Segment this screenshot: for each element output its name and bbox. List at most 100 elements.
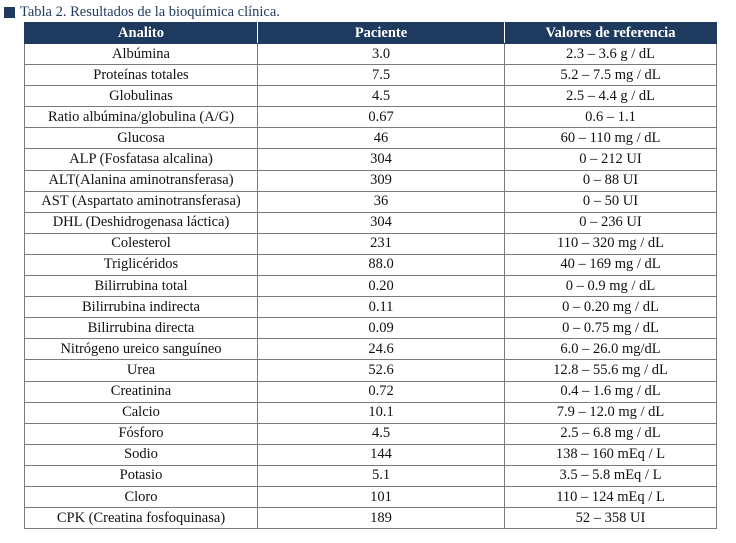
- cell-paciente: 4.5: [257, 85, 505, 108]
- cell-paciente: 36: [257, 190, 505, 213]
- cell-referencia: 110 – 320 mg / dL: [504, 232, 717, 255]
- cell-paciente: 24.6: [257, 338, 505, 361]
- table-row: Bilirrubina directa 0.09 0 – 0.75 mg / dL: [24, 317, 717, 340]
- cell-referencia: 2.3 – 3.6 g / dL: [504, 42, 717, 66]
- cell-analito: Potasio: [24, 464, 258, 487]
- table-row: Triglicéridos 88.0 40 – 169 mg / dL: [24, 253, 717, 277]
- cell-paciente: 309: [257, 169, 505, 192]
- cell-referencia: 3.5 – 5.8 mEq / L: [504, 464, 717, 487]
- header-paciente: Paciente: [257, 22, 505, 44]
- cell-paciente: 101: [257, 485, 505, 509]
- cell-referencia: 0 – 88 UI: [504, 169, 717, 192]
- table-header: Analito Paciente Valores de referencia: [24, 22, 717, 44]
- cell-analito: Bilirrubina total: [24, 275, 258, 298]
- table-row: Proteínas totales 7.5 5.2 – 7.5 mg / dL: [24, 64, 717, 87]
- cell-paciente: 0.72: [257, 380, 505, 403]
- cell-analito: DHL (Deshidrogenasa láctica): [24, 211, 258, 234]
- table-row: Cloro 101 110 – 124 mEq / L: [24, 485, 717, 509]
- cell-referencia: 6.0 – 26.0 mg/dL: [504, 338, 717, 361]
- cell-referencia: 7.9 – 12.0 mg / dL: [504, 401, 717, 424]
- cell-paciente: 144: [257, 443, 505, 466]
- cell-paciente: 10.1: [257, 401, 505, 424]
- table-caption: Tabla 2. Resultados de la bioquímica clí…: [4, 3, 280, 21]
- cell-paciente: 5.1: [257, 464, 505, 487]
- cell-referencia: 110 – 124 mEq / L: [504, 485, 717, 509]
- table-row: Urea 52.6 12.8 – 55.6 mg / dL: [24, 359, 717, 382]
- cell-analito: ALP (Fosfatasa alcalina): [24, 148, 258, 171]
- table-row: Colesterol 231 110 – 320 mg / dL: [24, 232, 717, 255]
- table-row: CPK (Creatina fosfoquinasa) 189 52 – 358 U…: [24, 507, 717, 530]
- cell-referencia: 138 – 160 mEq / L: [504, 443, 717, 466]
- cell-referencia: 0 – 50 UI: [504, 190, 717, 213]
- cell-paciente: 88.0: [257, 253, 505, 277]
- header-analito: Analito: [24, 22, 258, 44]
- cell-paciente: 304: [257, 211, 505, 234]
- table-body: Albúmina 3.0 2.3 – 3.6 g / dL Proteínas tot…: [24, 42, 717, 530]
- cell-referencia: 0.4 – 1.6 mg / dL: [504, 380, 717, 403]
- cell-paciente: 189: [257, 507, 505, 530]
- cell-analito: Creatinina: [24, 380, 258, 403]
- cell-analito: Ratio albúmina/globulina (A/G): [24, 106, 258, 129]
- cell-analito: Bilirrubina indirecta: [24, 296, 258, 319]
- table-row: DHL (Deshidrogenasa láctica) 304 0 – 236 U…: [24, 211, 717, 234]
- cell-analito: Cloro: [24, 485, 258, 509]
- cell-paciente: 52.6: [257, 359, 505, 382]
- cell-analito: Triglicéridos: [24, 253, 258, 277]
- caption-text: Tabla 2. Resultados de la bioquímica clí…: [20, 3, 280, 20]
- cell-referencia: 0 – 0.20 mg / dL: [504, 296, 717, 319]
- table-row: Sodio 144 138 – 160 mEq / L: [24, 443, 717, 466]
- cell-analito: Proteínas totales: [24, 64, 258, 87]
- table-row: Potasio 5.1 3.5 – 5.8 mEq / L: [24, 464, 717, 487]
- table-row: Globulinas 4.5 2.5 – 4.4 g / dL: [24, 85, 717, 108]
- cell-referencia: 0.6 – 1.1: [504, 106, 717, 129]
- cell-analito: Urea: [24, 359, 258, 382]
- table-row: Albúmina 3.0 2.3 – 3.6 g / dL: [24, 42, 717, 66]
- cell-analito: Colesterol: [24, 232, 258, 255]
- table-row: Fósforo 4.5 2.5 – 6.8 mg / dL: [24, 422, 717, 445]
- cell-paciente: 7.5: [257, 64, 505, 87]
- table-row: Nitrógeno ureico sanguíneo 24.6 6.0 – 26.0…: [24, 338, 717, 361]
- cell-referencia: 0 – 236 UI: [504, 211, 717, 234]
- cell-referencia: 2.5 – 6.8 mg / dL: [504, 422, 717, 445]
- cell-analito: Globulinas: [24, 85, 258, 108]
- table-row: Bilirrubina indirecta 0.11 0 – 0.20 mg / d…: [24, 296, 717, 319]
- cell-analito: Glucosa: [24, 127, 258, 150]
- cell-paciente: 231: [257, 232, 505, 255]
- cell-analito: ALT(Alanina aminotransferasa): [24, 169, 258, 192]
- cell-paciente: 0.09: [257, 317, 505, 340]
- cell-analito: Sodio: [24, 443, 258, 466]
- cell-paciente: 3.0: [257, 42, 505, 66]
- table-row: Bilirrubina total 0.20 0 – 0.9 mg / dL: [24, 275, 717, 298]
- cell-analito: Nitrógeno ureico sanguíneo: [24, 338, 258, 361]
- table-row: ALP (Fosfatasa alcalina) 304 0 – 212 UI: [24, 148, 717, 171]
- header-valores-referencia: Valores de referencia: [504, 22, 717, 44]
- header-row: Analito Paciente Valores de referencia: [24, 22, 717, 44]
- cell-paciente: 46: [257, 127, 505, 150]
- biochemistry-results-table: Analito Paciente Valores de referencia A…: [24, 22, 717, 530]
- cell-paciente: 304: [257, 148, 505, 171]
- filled-square-icon: [4, 7, 15, 18]
- cell-paciente: 0.11: [257, 296, 505, 319]
- cell-paciente: 0.67: [257, 106, 505, 129]
- cell-referencia: 5.2 – 7.5 mg / dL: [504, 64, 717, 87]
- cell-analito: CPK (Creatina fosfoquinasa): [24, 507, 258, 530]
- cell-referencia: 60 – 110 mg / dL: [504, 127, 717, 150]
- table-row: Ratio albúmina/globulina (A/G) 0.67 0.6 – …: [24, 106, 717, 129]
- table-row: ALT(Alanina aminotransferasa) 309 0 – 88 U…: [24, 169, 717, 192]
- table-row: Calcio 10.1 7.9 – 12.0 mg / dL: [24, 401, 717, 424]
- cell-referencia: 0 – 212 UI: [504, 148, 717, 171]
- cell-referencia: 40 – 169 mg / dL: [504, 253, 717, 277]
- table-row: AST (Aspartato aminotransferasa) 36 0 – 50…: [24, 190, 717, 213]
- cell-referencia: 12.8 – 55.6 mg / dL: [504, 359, 717, 382]
- cell-analito: AST (Aspartato aminotransferasa): [24, 190, 258, 213]
- cell-paciente: 0.20: [257, 275, 505, 298]
- cell-analito: Albúmina: [24, 42, 258, 66]
- cell-analito: Bilirrubina directa: [24, 317, 258, 340]
- cell-referencia: 2.5 – 4.4 g / dL: [504, 85, 717, 108]
- cell-paciente: 4.5: [257, 422, 505, 445]
- table-row: Glucosa 46 60 – 110 mg / dL: [24, 127, 717, 150]
- cell-analito: Fósforo: [24, 422, 258, 445]
- cell-referencia: 0 – 0.9 mg / dL: [504, 275, 717, 298]
- table-row: Creatinina 0.72 0.4 – 1.6 mg / dL: [24, 380, 717, 403]
- cell-analito: Calcio: [24, 401, 258, 424]
